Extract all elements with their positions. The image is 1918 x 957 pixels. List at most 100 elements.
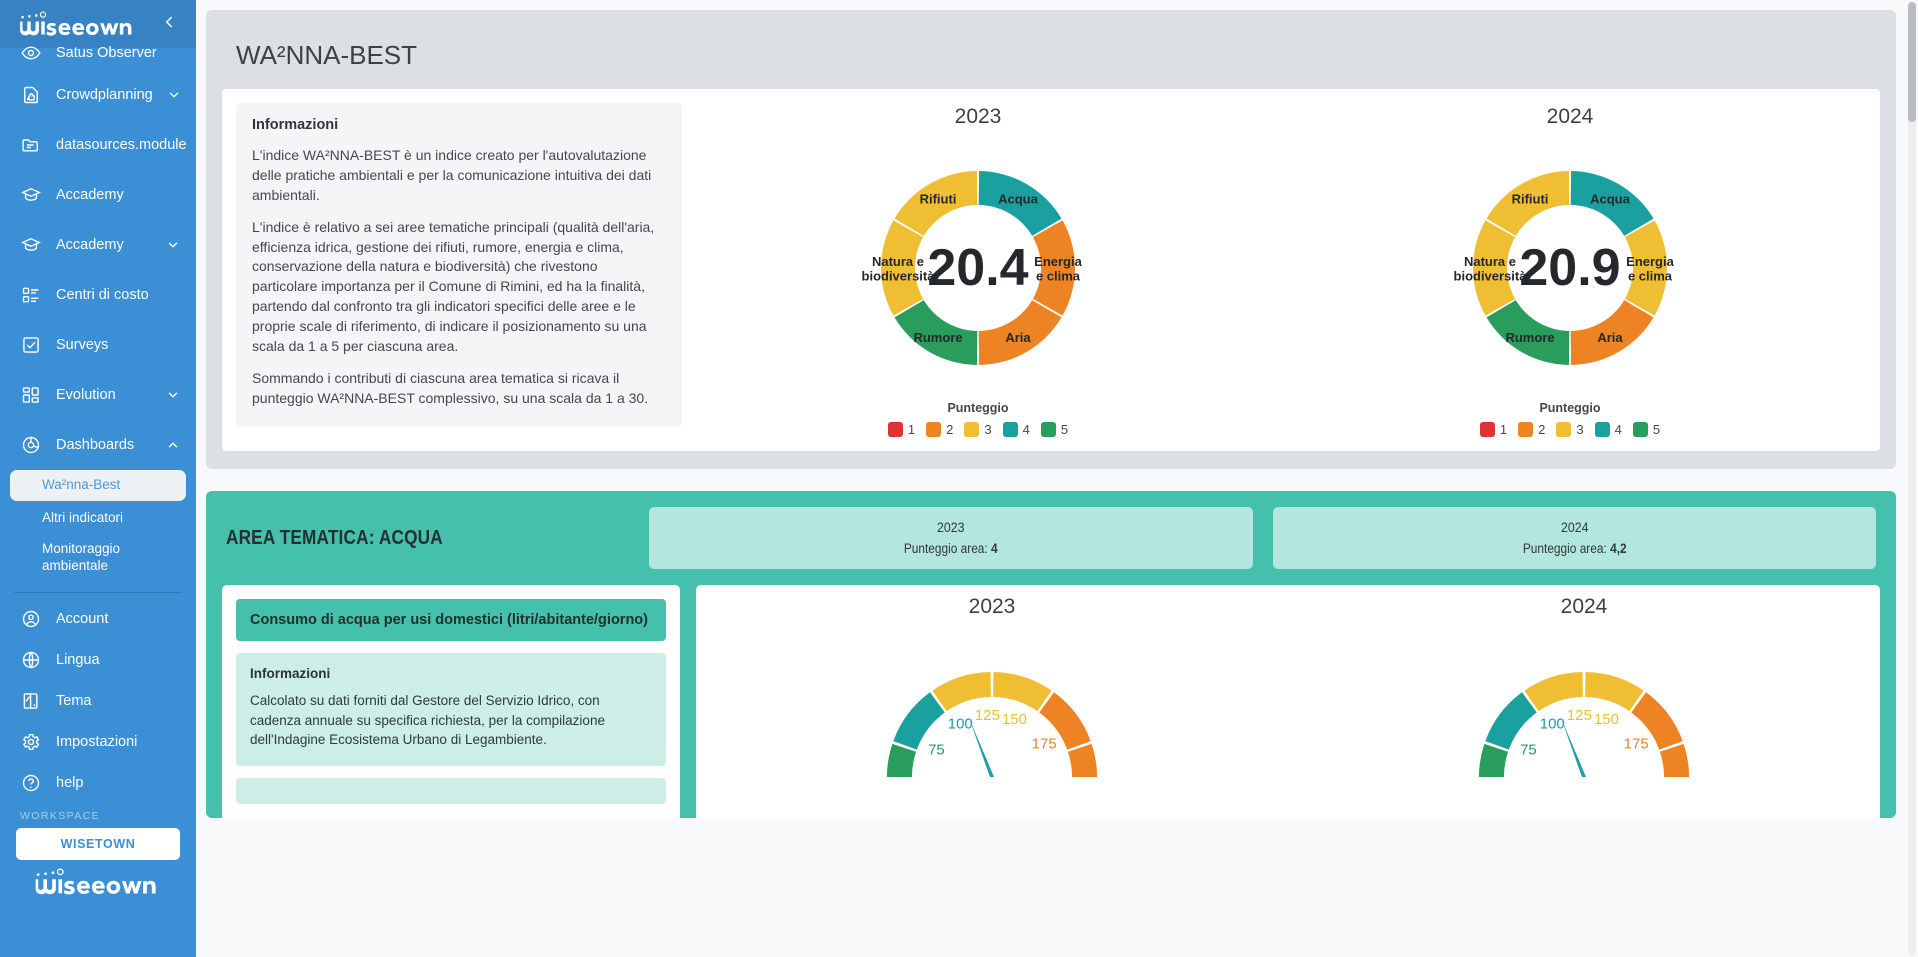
- sidebar-item-dashboards[interactable]: Dashboards: [0, 420, 196, 470]
- indicator-info-text: Calcolato su dati forniti dal Gestore de…: [250, 693, 605, 748]
- year-card-year: 2024: [1560, 519, 1588, 535]
- donut-slice[interactable]: [894, 171, 978, 236]
- help-circle-icon: [20, 772, 42, 794]
- donut-slice-label: Natura e biodiversità: [1454, 254, 1528, 284]
- legend-swatch: [1632, 422, 1648, 437]
- legend-item[interactable]: 4: [1002, 422, 1030, 437]
- palette-icon: [20, 690, 42, 712]
- sidebar-item-label: Accademy: [56, 237, 124, 253]
- legend-label: 4: [1022, 422, 1030, 437]
- legend-item[interactable]: 3: [1556, 422, 1584, 437]
- legend-title: Punteggio: [947, 401, 1009, 415]
- wa2nna-best-panel: WA²NNA-BEST Informazioni L'indice WA²NNA…: [206, 10, 1896, 469]
- sidebar-divider: [14, 591, 182, 593]
- gear-icon: [20, 731, 42, 753]
- donut-slice[interactable]: [881, 220, 924, 316]
- area-body: Consumo di acqua per usi domestici (litr…: [206, 585, 1896, 818]
- scrollbar-thumb[interactable]: [1908, 2, 1916, 122]
- checkbox-icon: [20, 334, 42, 356]
- donut-slice[interactable]: [1473, 220, 1516, 316]
- year-card-score: Punteggio area: 4,2: [1309, 541, 1840, 556]
- legend-item[interactable]: 1: [1479, 422, 1507, 437]
- legend-item[interactable]: 4: [1594, 422, 1622, 437]
- gauge-chart-2024: 2024 75 100 125 150 175: [1288, 595, 1880, 818]
- sidebar-item-impostazioni[interactable]: Impostazioni: [0, 722, 196, 763]
- donut-slice[interactable]: [978, 300, 1062, 365]
- chevron-up-icon[interactable]: [166, 438, 180, 452]
- year-card-2024[interactable]: 2024 Punteggio area: 4,2: [1272, 507, 1876, 569]
- donut-slice[interactable]: [1486, 300, 1570, 365]
- sidebar-item-label: Centri di costo: [56, 287, 149, 303]
- sidebar-item-tema[interactable]: Tema: [0, 681, 196, 722]
- legend-item[interactable]: 5: [1040, 422, 1068, 437]
- legend-label: 5: [1652, 422, 1661, 437]
- sidebar-item-lingua[interactable]: Lingua: [0, 640, 196, 681]
- year-card-score-label: Punteggio area:: [903, 541, 988, 556]
- sidebar-item-crowdplanning[interactable]: Crowdplanning: [0, 70, 196, 120]
- indicator-header[interactable]: Consumo di acqua per usi domestici (litr…: [236, 599, 666, 641]
- gauge-tick-label: 125: [975, 707, 1000, 724]
- donut-slice-label: Rifiuti: [1512, 191, 1549, 206]
- year-card-score-label: Punteggio area:: [1522, 541, 1607, 556]
- donut-slice[interactable]: [894, 300, 978, 365]
- legend-item[interactable]: 1: [887, 422, 915, 437]
- area-title: AREA TEMATICA: ACQUA: [226, 526, 443, 549]
- chevron-down-icon[interactable]: [166, 238, 180, 252]
- sidebar-subitem-wa2nna-best[interactable]: Wa²nna-Best: [10, 470, 186, 501]
- indicator-next-section[interactable]: [236, 777, 666, 804]
- brand-logo[interactable]: [14, 11, 142, 37]
- year-card-year: 2023: [937, 519, 965, 535]
- sidebar-item-accademy-2[interactable]: Accademy: [0, 220, 196, 270]
- sidebar-item-label: Evolution: [56, 387, 116, 403]
- workspace-button[interactable]: WISETOWN: [16, 827, 180, 860]
- legend-item[interactable]: 2: [926, 422, 953, 437]
- legend-item[interactable]: 3: [964, 422, 992, 437]
- donut-slice[interactable]: [1486, 171, 1570, 236]
- sidebar-item-help[interactable]: help: [0, 763, 196, 804]
- donut-chart-2023: 2023 Acqua Energia e clima Aria Rumore Natura…: [682, 103, 1274, 437]
- sidebar-subitem-monitoraggio-ambientale[interactable]: Monitoraggio ambientale: [10, 534, 186, 582]
- gauge-needle: [969, 719, 994, 777]
- chevron-down-icon[interactable]: [167, 88, 181, 102]
- donut-slice[interactable]: [1570, 171, 1654, 236]
- donut-slice-label: Rumore: [1505, 330, 1554, 345]
- area-tematica-panel: AREA TEMATICA: ACQUA 2023 Punteggio area…: [206, 491, 1896, 818]
- user-circle-icon: [20, 608, 42, 630]
- sidebar-item-accademy-1[interactable]: Accademy: [0, 170, 196, 220]
- donut-slice[interactable]: [1570, 300, 1654, 365]
- gauge-band: [1631, 692, 1683, 750]
- donut-slice[interactable]: [978, 171, 1062, 236]
- sidebar-item-label: Accademy: [56, 187, 124, 203]
- legend-title: Punteggio: [1539, 401, 1601, 415]
- sidebar-item-surveys[interactable]: Surveys: [0, 320, 196, 370]
- sidebar-item-account[interactable]: Account: [0, 599, 196, 640]
- legend-label: 4: [1614, 422, 1622, 437]
- folder-icon: [20, 134, 42, 156]
- gauge-band: [932, 672, 991, 712]
- donut-slice[interactable]: [1032, 220, 1075, 316]
- gauge-band: [1479, 743, 1509, 777]
- vertical-scrollbar[interactable]: [1908, 2, 1916, 955]
- sidebar-collapse-icon[interactable]: [156, 11, 182, 37]
- legend-item[interactable]: 2: [1518, 422, 1545, 437]
- sidebar-subitem-label: Wa²nna-Best: [42, 477, 121, 492]
- chevron-down-icon[interactable]: [166, 388, 180, 402]
- sidebar-item-label: datasources.module: [56, 137, 187, 153]
- info-paragraph-1: L'indice WA²NNA-BEST è un indice creato …: [252, 147, 652, 203]
- legend-swatch: [1002, 422, 1018, 437]
- gauge-needle: [1561, 719, 1586, 777]
- gauge-tick-label: 75: [1520, 742, 1537, 759]
- donut-slice-label: Rumore: [913, 330, 962, 345]
- sidebar-subitem-label: Monitoraggio ambientale: [42, 540, 121, 573]
- year-card-2023[interactable]: 2023 Punteggio area: 4: [649, 507, 1253, 569]
- donut-slice[interactable]: [1624, 220, 1667, 316]
- legend-item[interactable]: 5: [1632, 422, 1661, 437]
- legend-label: 3: [984, 422, 992, 437]
- sidebar-item-datasources-module[interactable]: datasources.module: [0, 120, 196, 170]
- sidebar-subitem-altri-indicatori[interactable]: Altri indicatori: [10, 503, 186, 534]
- sidebar-item-centri-di-costo[interactable]: Centri di costo: [0, 270, 196, 320]
- gauge-tick-label: 75: [928, 742, 945, 759]
- donut-slice-label: Aria: [1597, 330, 1623, 345]
- sidebar-item-evolution[interactable]: Evolution: [0, 370, 196, 420]
- sidebar-item-satus-observer[interactable]: Satus Observer: [0, 36, 196, 70]
